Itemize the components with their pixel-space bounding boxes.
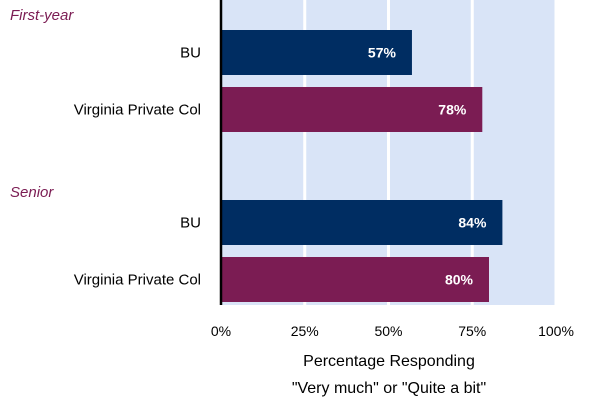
- category-labels: First-year BU Virginia Private Col Senior BU…: [10, 7, 201, 289]
- category-label-0-0: BU: [180, 45, 201, 62]
- group-label-0: First-year: [10, 7, 74, 24]
- category-label-1-1: Virginia Private Col: [74, 272, 201, 289]
- x-tick-label-50: 50%: [374, 323, 402, 339]
- x-tick-label-75: 75%: [458, 323, 486, 339]
- x-tick-labels: 0% 25% 50% 75% 100%: [211, 323, 574, 339]
- data-label-1-1: 80%: [445, 272, 474, 288]
- data-label-0-1: 78%: [438, 102, 467, 118]
- x-axis-title-line1: Percentage Responding: [303, 353, 475, 370]
- x-axis-title-line2: "Very much" or "Quite a bit": [292, 380, 486, 397]
- category-label-0-1: Virginia Private Col: [74, 102, 201, 119]
- x-tick-label-25: 25%: [291, 323, 319, 339]
- bar-1-0: [221, 200, 503, 245]
- category-label-1-0: BU: [180, 215, 201, 232]
- data-label-0-0: 57%: [368, 45, 397, 61]
- bar-0-1: [221, 87, 483, 132]
- bar-0-0: [221, 30, 412, 75]
- bars: 57% 78% 84% 80%: [221, 30, 503, 302]
- x-tick-label-0: 0%: [211, 323, 231, 339]
- group-label-1: Senior: [10, 184, 54, 201]
- data-label-1-0: 84%: [458, 215, 487, 231]
- bar-1-1: [221, 257, 489, 302]
- x-tick-label-100: 100%: [538, 323, 574, 339]
